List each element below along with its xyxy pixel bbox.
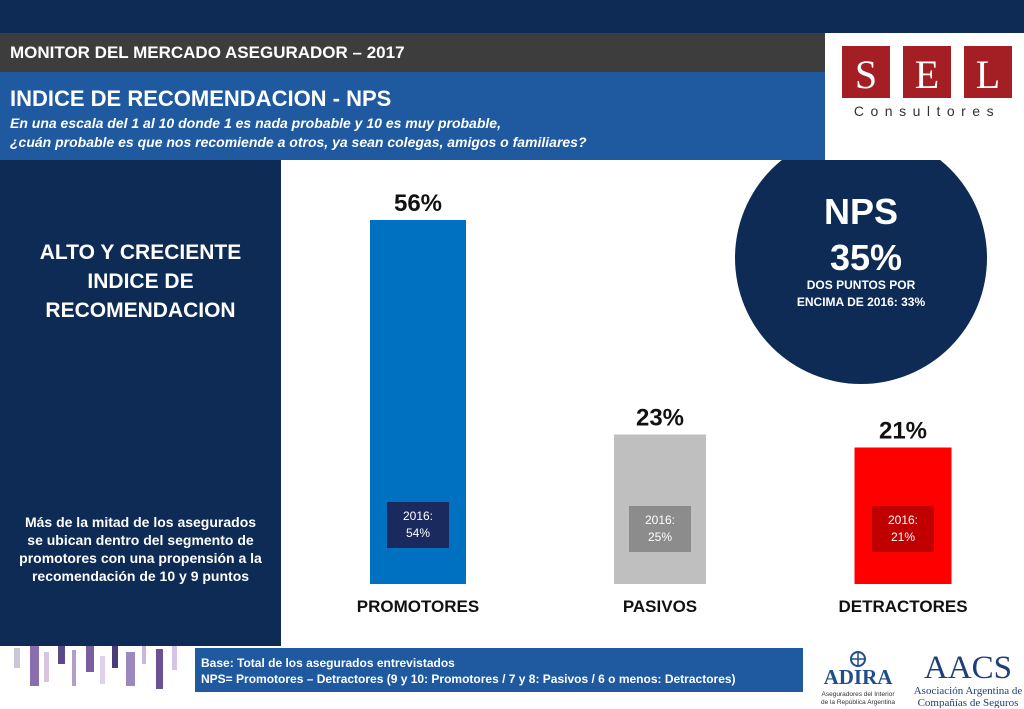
footer: Base: Total de los asegurados entrevista…	[0, 646, 1024, 709]
adira-sub-2: de la República Argentina	[821, 699, 895, 706]
prev-label-detractores-2: 21%	[891, 530, 915, 544]
aacs-name: AACS	[924, 650, 1012, 686]
sel-tagline: Consultores	[854, 103, 1000, 119]
prev-box-promotores	[387, 502, 449, 548]
top-bar	[0, 0, 1024, 33]
value-label-detractores: 21%	[879, 418, 927, 445]
headline-line-1: ALTO Y CRECIENTE	[39, 241, 242, 264]
decorative-stripes	[0, 646, 195, 709]
prev-label-detractores-1: 2016:	[888, 513, 918, 527]
sel-box-l	[964, 46, 1012, 98]
prev-label-pasivos-1: 2016:	[645, 513, 675, 527]
page-title: INDICE DE RECOMENDACION - NPS	[10, 86, 392, 111]
nps-value: 35%	[830, 237, 902, 278]
prev-label-promotores-1: 2016:	[403, 509, 433, 523]
headline-line-3: RECOMENDACION	[45, 299, 236, 322]
value-label-pasivos: 23%	[636, 405, 684, 432]
category-label-pasivos: PASIVOS	[623, 597, 697, 616]
question-line-2: ¿cuán probable es que nos recomiende a o…	[10, 134, 587, 150]
aacs-sub-2: Compañías de Seguros	[918, 697, 1019, 708]
sel-letter-l: L	[976, 52, 1000, 97]
adira-sub-1: Aseguradores del Interior	[822, 691, 896, 698]
nps-bar-chart: 56% 2016: 54% PROMOTORES 23% 2016: 25% PASIVOS 2…	[357, 160, 987, 616]
sel-letter-s: S	[855, 52, 877, 97]
prev-box-pasivos	[629, 506, 691, 552]
nps-circle-shape	[735, 160, 987, 384]
prev-label-pasivos-2: 25%	[648, 530, 672, 544]
base-note-line-1: Base: Total de los asegurados entrevista…	[201, 656, 455, 670]
note-line-4: recomendación de 10 y 9 puntos	[31, 568, 250, 584]
aacs-logo: AACS Asociación Argentina de Compañías d…	[914, 650, 1022, 708]
sel-letter-e: E	[915, 52, 939, 97]
nps-label: NPS	[824, 191, 898, 232]
prev-label-promotores-2: 54%	[406, 526, 430, 540]
header-band: INDICE DE RECOMENDACION - NPS En una esc…	[0, 72, 825, 160]
sel-consultores-logo: S E L Consultores	[842, 46, 1012, 119]
category-label-promotores: PROMOTORES	[357, 597, 479, 616]
sel-box-e	[903, 46, 951, 98]
aacs-sub-1: Asociación Argentina de	[914, 685, 1022, 697]
note-line-2: se ubican dentro del segmento de	[27, 532, 254, 548]
nps-note-line-1: DOS PUNTOS POR	[807, 278, 916, 292]
note-line-1: Más de la mitad de los asegurados	[24, 514, 257, 530]
left-panel: ALTO Y CRECIENTE INDICE DE RECOMENDACION…	[0, 160, 281, 646]
nps-note-line-2: ENCIMA DE 2016: 33%	[797, 295, 926, 309]
question-line-1: En una escala del 1 al 10 donde 1 es nad…	[10, 115, 501, 131]
sel-box-s	[842, 46, 890, 98]
adira-logo: ADIRA Aseguradores del Interior de la Re…	[821, 651, 896, 706]
monitor-bar: MONITOR DEL MERCADO ASEGURADOR – 2017	[0, 33, 825, 72]
monitor-title: MONITOR DEL MERCADO ASEGURADOR – 2017	[10, 43, 405, 62]
category-label-detractores: DETRACTORES	[838, 597, 967, 616]
value-label-promotores: 56%	[394, 190, 442, 217]
prev-box-detractores	[872, 506, 934, 552]
adira-name: ADIRA	[824, 665, 894, 689]
nps-circle: NPS 35% DOS PUNTOS POR ENCIMA DE 2016: 3…	[735, 160, 987, 384]
base-note-box: Base: Total de los asegurados entrevista…	[195, 648, 803, 692]
headline-line-2: INDICE DE	[87, 270, 194, 293]
note-line-3: promotores con una propensión a la	[19, 550, 262, 566]
base-note-line-2: NPS= Promotores – Detractores (9 y 10: P…	[201, 672, 736, 686]
